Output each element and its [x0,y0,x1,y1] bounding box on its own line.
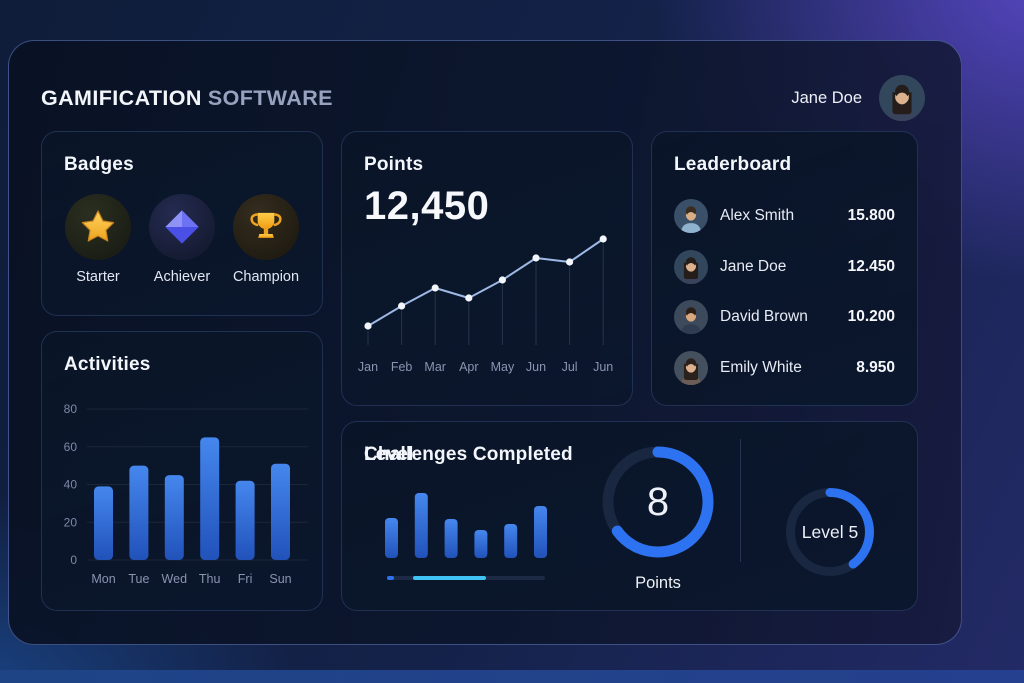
challenges-bar-chart [385,493,547,558]
leaderboard-score: 8.950 [856,358,895,376]
svg-text:60: 60 [64,440,78,454]
user-menu[interactable]: Jane Doe [791,75,925,121]
progress-fill [413,576,486,580]
svg-text:Wed: Wed [162,572,188,586]
activities-title: Activities [64,354,151,375]
avatar [674,350,708,385]
svg-text:Tue: Tue [128,572,149,586]
badge-label: Achiever [153,269,211,285]
badges-card: Badges Starter [41,131,323,316]
points-line-chart: Jan Feb Mar Apr May Jun Jul Jun [358,235,613,374]
points-gauge-value: 8 [646,479,670,524]
leaderboard-name: Jane Doe [720,257,787,275]
leaderboard-row[interactable]: Alex Smith 15.800 [674,196,895,236]
svg-text:Mar: Mar [424,360,446,374]
app-title-primary: GAMIFICATION [41,85,202,110]
badges-title: Badges [64,154,134,175]
challenges-level-card: Challenges Completed 8 Points Level [341,421,918,611]
badge-starter[interactable]: Starter [64,194,132,285]
leaderboard-score: 15.800 [847,207,895,224]
trophy-icon [233,194,299,260]
svg-text:Thu: Thu [199,572,221,586]
leaderboard-name: Emily White [720,358,802,376]
app-title-secondary: SOFTWARE [207,85,333,110]
svg-text:Jun: Jun [526,360,546,374]
badge-achiever[interactable]: Achiever [148,194,216,285]
diamond-icon [149,194,215,260]
svg-text:0: 0 [70,553,77,567]
points-gauge-label: Points [635,574,681,592]
avatar [674,249,708,284]
level-title: Level [364,444,414,465]
leaderboard-name: Alex Smith [720,207,795,224]
app-title: GAMIFICATION SOFTWARE [41,86,333,111]
svg-text:Fri: Fri [238,572,253,586]
section-divider [740,439,741,562]
badge-label: Champion [232,269,300,285]
leaderboard-card: Leaderboard Alex Smith 15.800 Jane Doe 1… [651,131,918,406]
user-name: Jane Doe [791,88,862,107]
svg-text:Jan: Jan [358,360,378,374]
leaderboard-row[interactable]: David Brown 10.200 [674,297,895,337]
challenges-title: Challenges Completed [364,444,573,465]
leaderboard-name: David Brown [720,308,808,325]
points-title: Points [364,154,424,175]
svg-text:Apr: Apr [459,360,478,374]
challenges-progress-bar[interactable] [387,576,545,580]
avatar [674,199,708,233]
badge-label: Starter [76,269,120,285]
svg-text:Feb: Feb [391,360,413,374]
svg-text:80: 80 [64,402,78,416]
svg-text:Mon: Mon [91,572,115,586]
progress-dot [387,576,395,580]
leaderboard-row[interactable]: Emily White 8.950 [674,348,895,388]
badge-row: Starter Achiever [64,194,300,285]
star-icon [65,194,131,260]
leaderboard-title: Leaderboard [674,154,792,175]
avatar [674,300,708,334]
leaderboard-score: 10.200 [847,308,895,325]
badge-champion[interactable]: Champion [232,194,300,285]
svg-text:40: 40 [64,478,78,492]
points-card: Points 12,450 Jan Feb Mar Apr May Jun Jul Jun [341,131,633,406]
points-value: 12,450 [364,184,490,228]
level-gauge: Level 5 [782,484,878,580]
dashboard-panel: GAMIFICATION SOFTWARE Jane Doe Badges [8,40,962,645]
points-gauge: 8 [598,442,718,562]
leaderboard-score: 12.450 [847,257,895,275]
svg-text:May: May [491,360,515,374]
svg-text:20: 20 [64,515,78,529]
bottom-strip [0,670,1024,683]
svg-text:Sun: Sun [269,572,291,586]
leaderboard-row[interactable]: Jane Doe 12.450 [674,247,895,287]
user-avatar[interactable] [879,75,925,121]
svg-text:Jun: Jun [593,360,613,374]
header: GAMIFICATION SOFTWARE Jane Doe [41,73,925,123]
activities-bar-chart: 0 20 40 60 80 Mon Tue Wed Thu Fri Sun [64,402,308,586]
activities-card: Activities 0 20 40 60 80 Mon Tue Wed Thu Fri Sun [41,331,323,611]
level-gauge-label: Level 5 [801,521,859,542]
svg-text:Jul: Jul [562,360,578,374]
